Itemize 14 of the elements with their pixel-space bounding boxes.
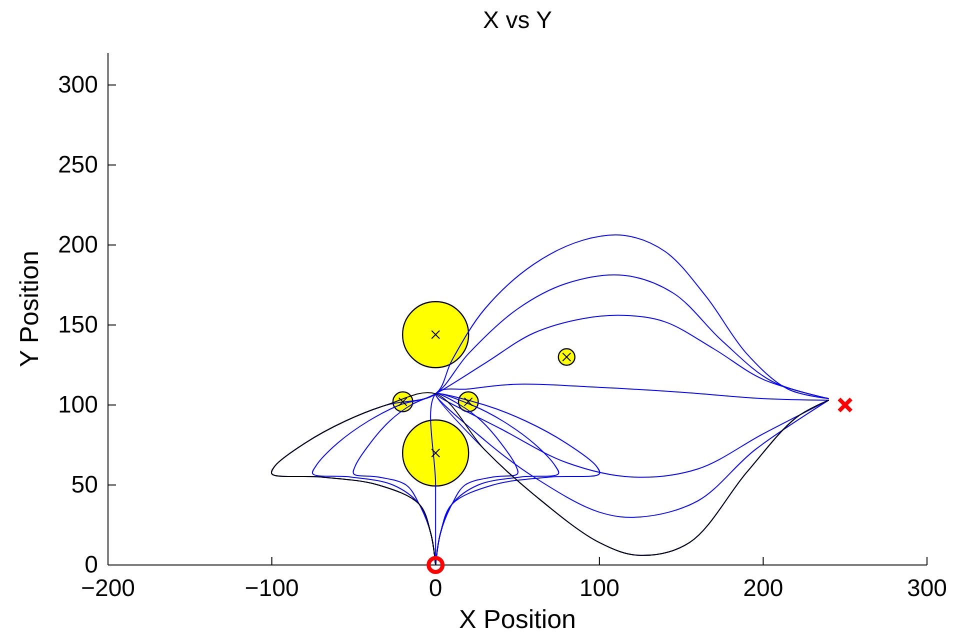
chart-title: X vs Y: [483, 7, 552, 34]
x-tick-label: 100: [579, 574, 620, 602]
y-tick-label: 300: [58, 72, 98, 99]
x-tick-label: 0: [428, 574, 442, 602]
y-tick-label: 150: [58, 312, 98, 339]
y-tick-label: 200: [58, 232, 98, 259]
x-tick-label: 200: [743, 574, 784, 602]
y-axis-title: Y Position: [14, 250, 44, 368]
x-tick-label: −100: [244, 574, 299, 602]
y-tick-label: 100: [58, 392, 98, 419]
y-tick-label: 50: [71, 472, 98, 499]
x-axis-title: X Position: [458, 604, 576, 634]
y-tick-label: 250: [58, 152, 98, 179]
x-tick-label: 300: [906, 574, 948, 602]
